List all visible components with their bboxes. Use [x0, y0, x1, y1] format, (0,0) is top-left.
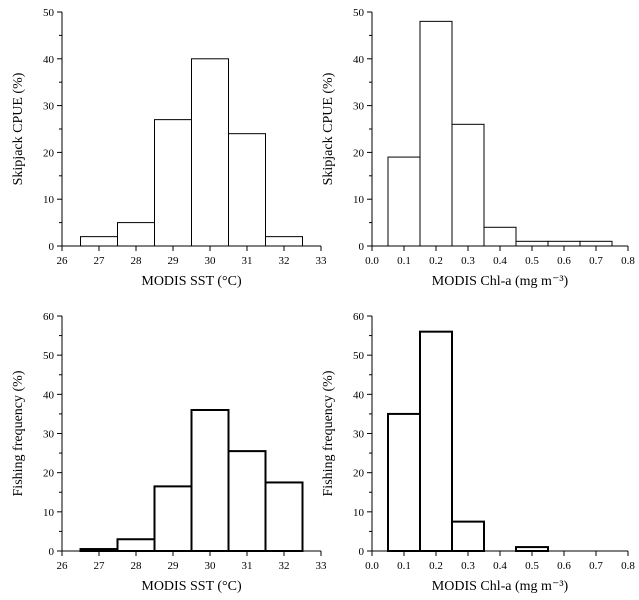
x-tick-label: 0.4	[493, 255, 507, 267]
x-tick-label: 26	[57, 255, 69, 267]
histogram-bar	[451, 520, 485, 552]
chart-panel-2: 0 10 20 30 40 50 0.0 0.1 0.2 0.3 0.4 0.5 0.6 0.7 0.8 MO…	[321, 7, 635, 289]
x-tick-label: 29	[168, 255, 180, 267]
x-tick-label: 31	[242, 560, 253, 572]
y-tick-label: 0	[359, 241, 365, 253]
x-tick-label: 0.1	[397, 560, 411, 572]
histogram-bar	[547, 240, 581, 247]
x-tick-label: 0.1	[397, 255, 411, 267]
histogram-bar	[227, 450, 267, 552]
x-tick-label: 0.4	[493, 560, 507, 572]
histogram-bar	[190, 409, 230, 552]
y-tick-label: 40	[43, 389, 55, 401]
x-axis-title: MODIS Chl-a (mg m⁻³)	[432, 274, 569, 289]
x-tick-label: 31	[242, 255, 253, 267]
y-tick-label: 40	[43, 54, 55, 66]
y-tick-label: 20	[353, 468, 365, 480]
x-tick-label: 0.2	[429, 255, 443, 267]
x-tick-label: 28	[131, 255, 143, 267]
y-tick-label: 0	[49, 241, 55, 253]
y-tick-label: 10	[353, 507, 365, 519]
histogram-bar	[387, 412, 421, 552]
x-tick-label: 30	[205, 255, 217, 267]
histogram-bar	[228, 133, 266, 247]
x-tick-label: 0.7	[589, 560, 603, 572]
y-tick-label: 40	[353, 389, 365, 401]
y-tick-label: 50	[353, 7, 365, 19]
histogram-bar	[116, 538, 156, 552]
histogram-bar	[264, 481, 304, 553]
y-tick-label: 30	[353, 429, 365, 441]
chart-panel-1: 0 10 20 30 40 50 26 27 28 29 30 31 32 33 MODIS SST (°C…	[11, 7, 327, 289]
x-tick-label: 0.3	[461, 560, 475, 572]
x-tick-label: 30	[205, 560, 217, 572]
histogram-bar	[515, 546, 549, 552]
y-tick-label: 40	[353, 54, 365, 66]
x-tick-label: 29	[168, 560, 180, 572]
y-tick-label: 60	[353, 311, 365, 323]
x-tick-label: 0.8	[621, 255, 635, 267]
y-axis-title: Skipjack CPUE (%)	[11, 72, 26, 185]
x-tick-label: 28	[131, 560, 143, 572]
x-tick-label: 0.2	[429, 560, 443, 572]
y-tick-label: 0	[49, 546, 55, 558]
y-axis-title: Skipjack CPUE (%)	[321, 72, 336, 185]
chart-panel-3: 0 10 20 30 40 50 60 26 27 28 29 30 31 32 33 MODIS SST (…	[11, 311, 327, 594]
y-tick-label: 20	[43, 468, 55, 480]
x-tick-label: 0.0	[365, 560, 379, 572]
x-axis-title: MODIS Chl-a (mg m⁻³)	[432, 579, 569, 594]
x-axis-title: MODIS SST (°C)	[141, 274, 242, 289]
histogram-bar	[515, 240, 549, 247]
x-tick-label: 0.7	[589, 255, 603, 267]
histogram-bar	[579, 240, 613, 247]
y-tick-label: 50	[43, 350, 55, 362]
histogram-bar	[154, 119, 192, 247]
y-tick-label: 0	[359, 546, 365, 558]
histogram-bar	[153, 485, 193, 552]
y-tick-label: 30	[43, 429, 55, 441]
x-tick-label: 33	[316, 560, 328, 572]
x-tick-label: 27	[94, 560, 106, 572]
y-tick-label: 20	[43, 147, 55, 159]
y-tick-label: 20	[353, 147, 365, 159]
y-tick-label: 50	[353, 350, 365, 362]
y-tick-label: 30	[353, 101, 365, 113]
x-tick-label: 0.5	[525, 560, 539, 572]
chart-panel-4: 0 10 20 30 40 50 60 0.0 0.1 0.2 0.3 0.4 0.5 0.6 0.7 0.8…	[321, 311, 635, 594]
x-tick-label: 33	[316, 255, 328, 267]
y-axis-title: Fishing frequency (%)	[11, 370, 26, 496]
histogram-bar	[419, 20, 453, 247]
histogram-bar	[265, 236, 303, 247]
histogram-bar	[80, 236, 118, 247]
histogram-bar	[191, 58, 229, 247]
x-tick-label: 32	[279, 255, 290, 267]
histogram-bar	[483, 226, 517, 247]
x-tick-label: 0.8	[621, 560, 635, 572]
y-tick-label: 50	[43, 7, 55, 19]
x-tick-label: 0.6	[557, 560, 571, 572]
x-tick-label: 32	[279, 560, 290, 572]
x-tick-label: 0.5	[525, 255, 539, 267]
x-tick-label: 0.3	[461, 255, 475, 267]
histogram-bar	[451, 123, 485, 247]
y-tick-label: 30	[43, 101, 55, 113]
histogram-bar	[387, 156, 421, 247]
y-tick-label: 10	[43, 194, 55, 206]
y-tick-label: 60	[43, 311, 55, 323]
histogram-bar	[117, 222, 155, 247]
x-tick-label: 26	[57, 560, 69, 572]
histogram-bar	[419, 330, 453, 552]
x-tick-label: 0.6	[557, 255, 571, 267]
y-tick-label: 10	[353, 194, 365, 206]
x-axis-title: MODIS SST (°C)	[141, 579, 242, 594]
x-tick-label: 27	[94, 255, 106, 267]
y-axis-title: Fishing frequency (%)	[321, 370, 336, 496]
y-tick-label: 10	[43, 507, 55, 519]
x-tick-label: 0.0	[365, 255, 379, 267]
